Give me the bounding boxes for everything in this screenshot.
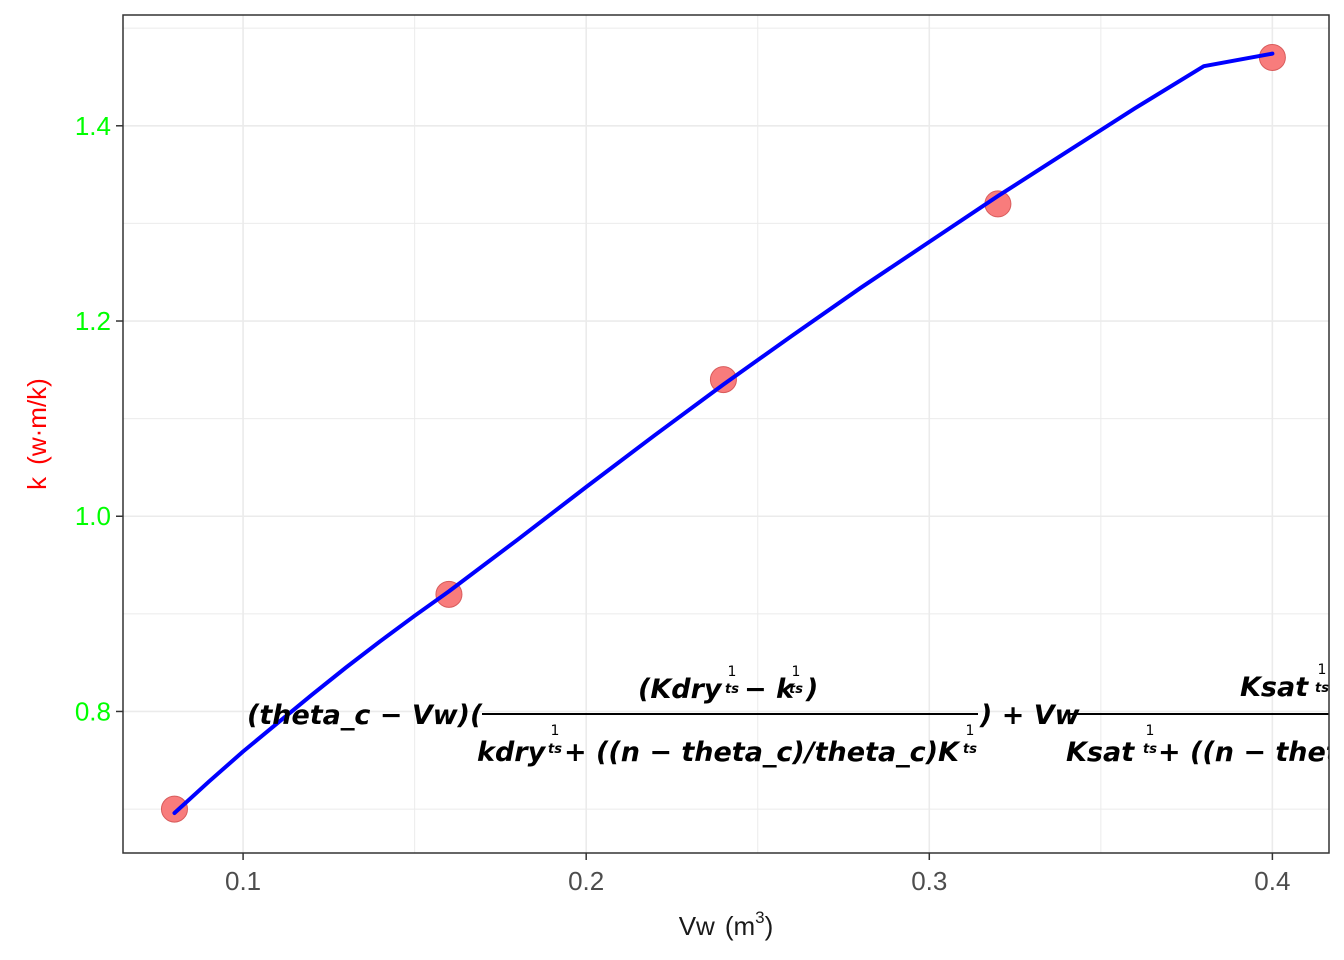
eq-frac2-den-exp-ts: ts	[1143, 742, 1157, 757]
eq-frac1-den-exp2: 1	[966, 723, 975, 739]
y-axis-title-unit: (w·m/k)	[22, 378, 52, 465]
eq-frac1-den-exp1-ts: ts	[548, 742, 562, 757]
eq-part1: (theta_c − Vw)(	[247, 700, 483, 731]
eq-frac1-numerator-end: )	[805, 674, 818, 705]
equation-annotation: (theta_c − Vw)( (Kdry 1 ts − k 1 ts ) kd…	[247, 662, 1344, 768]
eq-part2: ) + Vw	[979, 700, 1081, 731]
x-axis-title: Vw (m3)	[679, 908, 774, 941]
eq-frac1-den-exp1: 1	[551, 723, 560, 739]
eq-frac1-num-exp1: 1	[728, 664, 737, 680]
y-tick-label: 1.2	[75, 306, 111, 336]
x-tick-label: 0.1	[225, 866, 261, 896]
data-point	[1258, 43, 1286, 71]
x-tick-label: 0.2	[568, 866, 604, 896]
eq-frac1-den-exp2-ts: ts	[963, 742, 977, 757]
eq-frac2-numerator: Ksat	[1240, 672, 1309, 703]
grid-minor	[123, 15, 1329, 853]
x-axis-title-unit-close: )	[765, 911, 774, 941]
y-tick-label: 1.4	[75, 111, 111, 141]
axis-ticks	[116, 125, 1274, 860]
eq-frac1-denominator: kdry	[477, 737, 547, 768]
panel-border	[122, 14, 1330, 854]
y-tick-label: 0.8	[75, 696, 111, 726]
x-tick-label: 0.3	[911, 866, 947, 896]
eq-frac2-num-exp-ts: ts	[1315, 681, 1329, 696]
eq-frac1-numerator: (Kdry	[638, 674, 723, 705]
y-tick-label: 1.0	[75, 501, 111, 531]
x-axis-title-unit-sup: 3	[755, 908, 764, 927]
eq-frac2-num-exp: 1	[1318, 662, 1327, 678]
data-point	[709, 366, 737, 394]
eq-frac2-denominator: Ksat	[1066, 737, 1135, 768]
eq-frac1-num-exp2-ts: ts	[789, 682, 803, 697]
y-axis-title: k (w·m/k)	[22, 378, 52, 490]
y-axis-title-var: k	[22, 476, 52, 490]
eq-frac1: (Kdry 1 ts − k 1 ts ) kdry 1 ts + ((n − …	[477, 664, 978, 768]
x-tick-label: 0.4	[1254, 866, 1290, 896]
eq-frac2-den-exp: 1	[1146, 723, 1155, 739]
eq-frac2: Ksat 1 ts Ksat 1 ts + ((n − theta	[1066, 662, 1344, 768]
series-layer	[160, 43, 1286, 823]
eq-frac1-num-exp2: 1	[792, 664, 801, 680]
fit-curve	[172, 51, 1275, 815]
eq-frac1-numerator-mid: − k	[744, 674, 796, 705]
eq-frac1-num-exp1-ts: ts	[725, 682, 739, 697]
x-axis-title-var: Vw	[679, 911, 715, 941]
data-point	[160, 795, 188, 823]
eq-frac1-denominator-mid: + ((n − theta_c)/theta_c)K	[564, 737, 961, 768]
tick-labels: 0.1 0.2 0.3 0.4 0.8 1.0 1.2 1.4	[75, 111, 1291, 896]
eq-frac2-denominator-mid: + ((n − theta	[1158, 737, 1344, 768]
x-axis-title-unit: (m	[725, 911, 755, 941]
